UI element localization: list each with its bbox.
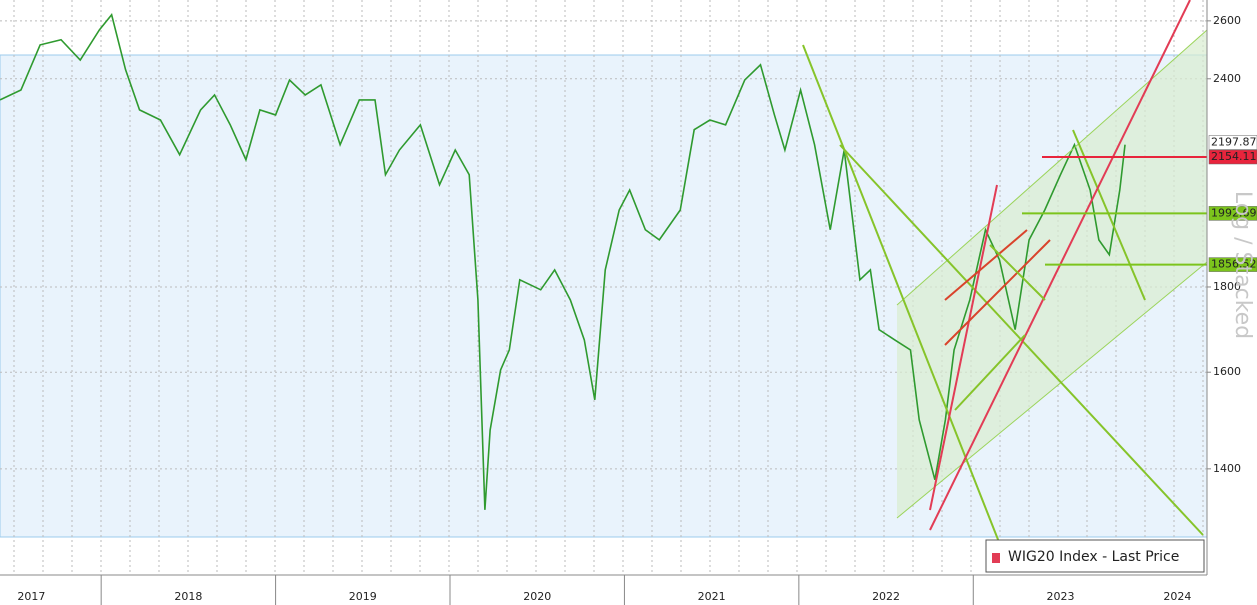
level-flag bbox=[1208, 257, 1257, 272]
x-tick-label: 2018 bbox=[174, 590, 202, 603]
level-label: 2197.87 bbox=[1211, 135, 1257, 148]
channel-top bbox=[896, 29, 1208, 306]
x-tick-label: 2020 bbox=[523, 590, 551, 603]
level-flag bbox=[1208, 135, 1257, 150]
x-tick-label: 2019 bbox=[349, 590, 377, 603]
x-tick-label: 2024 bbox=[1163, 590, 1191, 603]
x-tick-label: 2022 bbox=[872, 590, 900, 603]
x-tick-label: 2017 bbox=[17, 590, 45, 603]
trend-channel bbox=[897, 30, 1207, 518]
channel-bottom bbox=[896, 261, 1208, 519]
legend-box bbox=[985, 539, 1205, 573]
y-tick-label: 2600 bbox=[1213, 14, 1241, 27]
y-tick-label: 1600 bbox=[1213, 365, 1241, 378]
trend-line bbox=[1072, 129, 1146, 301]
level-label: 2154.11 bbox=[1211, 150, 1257, 163]
trend-line bbox=[989, 244, 1046, 301]
x-tick-label: 2021 bbox=[698, 590, 726, 603]
side-label: Log / Stacked bbox=[1230, 191, 1255, 339]
level-flag bbox=[1208, 149, 1257, 165]
x-tick-label: 2023 bbox=[1046, 590, 1074, 603]
level-label: 1992.69 bbox=[1211, 206, 1257, 219]
legend-label: WIG20 Index - Last Price bbox=[1008, 549, 1179, 565]
trend-line bbox=[954, 334, 1026, 411]
trend-line bbox=[929, 184, 998, 511]
y-tick-label: 1400 bbox=[1213, 462, 1241, 475]
y-tick-label: 2400 bbox=[1213, 72, 1241, 85]
legend-swatch bbox=[992, 553, 1000, 563]
trend-line bbox=[944, 229, 1028, 301]
y-tick-label: 1800 bbox=[1213, 280, 1241, 293]
trend-line bbox=[944, 239, 1051, 346]
price-line bbox=[0, 13, 1126, 510]
level-flag bbox=[1208, 206, 1257, 221]
trend-line bbox=[802, 44, 1011, 571]
level-label: 1856.52 bbox=[1211, 258, 1257, 271]
